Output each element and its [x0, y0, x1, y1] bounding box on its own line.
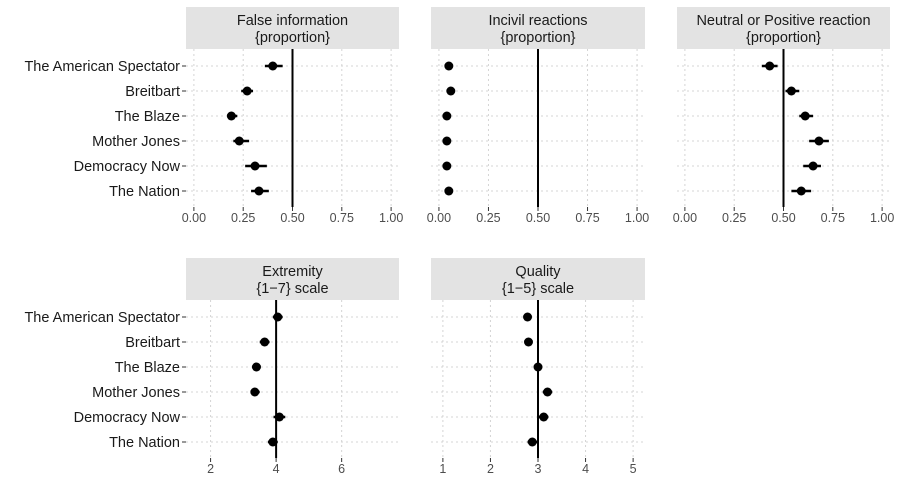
x-tick-label: 0.25: [231, 211, 255, 225]
x-tick-label: 0.00: [673, 211, 697, 225]
x-tick-label: 0.75: [821, 211, 845, 225]
data-point: [234, 136, 244, 146]
data-point: [523, 337, 533, 347]
data-point: [442, 111, 452, 121]
x-tick-label: 4: [273, 462, 280, 476]
x-tick-label: 6: [338, 462, 345, 476]
facet-title: Incivil reactions: [488, 13, 587, 29]
x-tick-label: 1.00: [870, 211, 894, 225]
data-point: [446, 86, 456, 96]
facet-strip: [186, 258, 399, 300]
x-tick-label: 1: [439, 462, 446, 476]
data-point: [226, 111, 236, 121]
facet-strip: [431, 7, 645, 49]
x-tick-label: 0.00: [427, 211, 451, 225]
data-point: [523, 312, 533, 322]
x-tick-label: 1.00: [625, 211, 649, 225]
x-tick-label: 0.75: [575, 211, 599, 225]
data-point: [260, 337, 270, 347]
facet-strip: [677, 7, 890, 49]
x-tick-label: 1.00: [379, 211, 403, 225]
data-point: [442, 161, 452, 171]
data-point: [814, 136, 824, 146]
facet-subtitle: {1−5} scale: [502, 281, 574, 297]
panel-1: False information{proportion} 0.00 0.25 0.5…: [24, 7, 403, 225]
data-point: [250, 387, 260, 397]
data-point: [800, 111, 810, 121]
data-point: [808, 161, 818, 171]
data-point: [527, 437, 537, 447]
x-tick-label: 0.50: [280, 211, 304, 225]
data-point: [765, 61, 775, 71]
y-tick-label: Democracy Now: [74, 410, 181, 426]
x-tick-label: 0.75: [330, 211, 354, 225]
data-point: [786, 86, 796, 96]
facet-title: False information: [237, 13, 348, 29]
facet-subtitle: {proportion}: [746, 30, 821, 46]
x-tick-label: 0.00: [182, 211, 206, 225]
y-tick-label: Mother Jones: [92, 134, 180, 150]
x-tick-label: 3: [535, 462, 542, 476]
data-point: [444, 186, 454, 196]
data-point: [444, 61, 454, 71]
data-point: [539, 412, 549, 422]
facet-strip: [431, 258, 645, 300]
x-tick-label: 2: [487, 462, 494, 476]
facet-title: Extremity: [262, 264, 323, 280]
facet-subtitle: {proportion}: [501, 30, 576, 46]
x-tick-label: 4: [582, 462, 589, 476]
facet-subtitle: {1−7} scale: [256, 281, 328, 297]
data-point: [242, 86, 252, 96]
panel-5: Quality{1−5} scale 1 2 3 4 5: [431, 258, 645, 476]
data-point: [268, 437, 278, 447]
y-tick-label: Breitbart: [125, 84, 180, 100]
y-tick-label: The American Spectator: [24, 310, 180, 326]
data-point: [268, 61, 278, 71]
y-tick-label: The Blaze: [115, 109, 180, 125]
y-tick-label: The American Spectator: [24, 59, 180, 75]
facet-subtitle: {proportion}: [255, 30, 330, 46]
y-tick-label: The Nation: [109, 184, 180, 200]
data-point: [274, 412, 284, 422]
x-tick-label: 2: [207, 462, 214, 476]
facet-strip: [186, 7, 399, 49]
y-tick-label: Mother Jones: [92, 385, 180, 401]
data-point: [543, 387, 553, 397]
y-tick-label: Breitbart: [125, 335, 180, 351]
x-tick-label: 0.50: [771, 211, 795, 225]
facet-title: Neutral or Positive reaction: [696, 13, 870, 29]
y-tick-label: The Blaze: [115, 360, 180, 376]
x-tick-label: 0.25: [722, 211, 746, 225]
panel-3: Neutral or Positive reaction{proportion}…: [673, 7, 894, 225]
data-point: [254, 186, 264, 196]
data-point: [533, 362, 543, 372]
x-tick-label: 5: [630, 462, 637, 476]
y-tick-label: Democracy Now: [74, 159, 181, 175]
panel-4: Extremity{1−7} scale 2 4 6 The American Spec…: [24, 258, 399, 476]
y-tick-label: The Nation: [109, 435, 180, 451]
x-tick-label: 0.25: [476, 211, 500, 225]
data-point: [250, 161, 260, 171]
data-point: [796, 186, 806, 196]
x-tick-label: 0.50: [526, 211, 550, 225]
data-point: [442, 136, 452, 146]
panel-2: Incivil reactions{proportion} 0.00 0.25 0.5…: [427, 7, 649, 225]
facet-title: Quality: [515, 264, 561, 280]
data-point: [251, 362, 261, 372]
data-point: [273, 312, 283, 322]
